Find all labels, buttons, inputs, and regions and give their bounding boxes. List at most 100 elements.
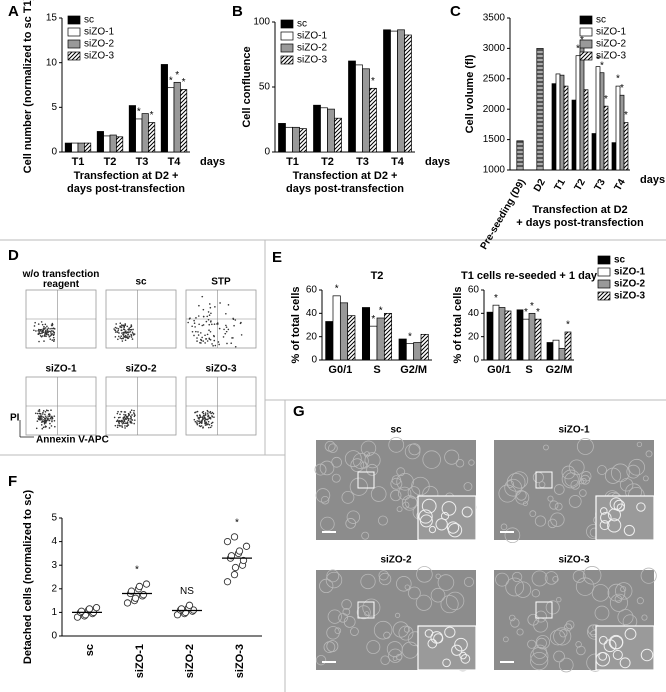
event-dot xyxy=(42,416,45,418)
event-dot xyxy=(53,415,56,417)
x-tick-label: D2 xyxy=(532,177,548,194)
texture xyxy=(510,471,529,489)
inset-texture xyxy=(419,514,433,528)
bar xyxy=(528,312,536,361)
event-dot xyxy=(124,323,127,325)
texture xyxy=(331,456,342,468)
texture xyxy=(642,475,649,482)
x-tick-label: T1 xyxy=(553,177,569,193)
event-dot xyxy=(48,330,50,333)
event-dot xyxy=(47,415,49,417)
texture xyxy=(403,626,411,633)
inset-texture xyxy=(612,649,623,660)
x-axis-title: + days post-transfection xyxy=(516,217,644,229)
inset-texture xyxy=(428,525,437,534)
bar xyxy=(599,72,605,171)
event-dot xyxy=(128,335,131,338)
event-dot xyxy=(122,328,125,331)
event-dot xyxy=(45,409,48,412)
significance: * xyxy=(175,70,179,81)
texture xyxy=(315,655,327,666)
texture xyxy=(326,626,340,640)
event-dot xyxy=(211,343,213,345)
texture xyxy=(504,478,523,497)
inset-texture xyxy=(454,637,468,652)
significance: * xyxy=(371,314,375,325)
inset xyxy=(417,495,477,541)
event-dot xyxy=(212,412,215,415)
data-point xyxy=(139,591,148,599)
event-dot xyxy=(217,341,220,343)
event-dot xyxy=(199,332,202,334)
bar xyxy=(611,142,617,171)
event-dot xyxy=(207,311,210,313)
x-tick-label: G2/M xyxy=(400,364,427,376)
texture xyxy=(320,516,335,532)
significance: * xyxy=(137,107,141,118)
y-tick-label: 3 xyxy=(51,560,57,571)
x-tick-label: siZO-1 xyxy=(134,644,146,678)
event-dot xyxy=(126,336,128,338)
texture xyxy=(390,477,403,490)
event-dot xyxy=(202,340,205,342)
event-dot xyxy=(194,420,197,423)
event-dot xyxy=(45,416,47,419)
legend-swatch xyxy=(579,27,593,37)
texture xyxy=(407,586,421,600)
texture xyxy=(504,527,521,544)
x-tick-label: T2 xyxy=(321,156,334,168)
x-tick-label: T4 xyxy=(613,177,629,193)
texture xyxy=(543,444,549,451)
image-label: siZO-2 xyxy=(380,555,412,566)
data-point xyxy=(242,542,251,550)
legend-swatch xyxy=(597,267,611,277)
event-dot xyxy=(202,412,205,415)
event-dot xyxy=(130,328,133,331)
event-dot xyxy=(207,318,210,321)
bar xyxy=(615,85,621,171)
event-dot xyxy=(118,424,121,427)
event-dot xyxy=(123,335,126,338)
event-dot xyxy=(202,324,205,326)
event-dot xyxy=(211,323,213,326)
event-dot xyxy=(129,330,132,333)
event-dot xyxy=(37,410,40,412)
texture xyxy=(575,641,582,648)
y-axis-title: Cell number (normalized to sc T1) xyxy=(22,0,34,173)
bar xyxy=(492,304,500,361)
bar xyxy=(278,123,286,153)
event-dot xyxy=(195,317,197,319)
x-tick-label: T1 xyxy=(72,156,85,168)
bar xyxy=(332,295,341,361)
event-dot xyxy=(130,333,132,336)
event-dot xyxy=(114,331,117,333)
data-point xyxy=(227,552,236,560)
texture xyxy=(508,614,516,622)
texture xyxy=(326,569,340,583)
bar xyxy=(84,142,92,153)
legend-swatch xyxy=(67,39,81,49)
bar xyxy=(320,107,328,153)
legend-swatch xyxy=(67,15,81,25)
event-dot xyxy=(130,417,133,419)
event-dot xyxy=(41,415,43,418)
bar xyxy=(128,105,136,153)
event-dot xyxy=(124,324,127,326)
significance: * xyxy=(150,110,154,121)
event-dot xyxy=(50,425,53,427)
event-dot xyxy=(234,345,237,348)
event-dot xyxy=(51,339,54,341)
event-dot xyxy=(121,420,124,422)
texture xyxy=(445,591,465,611)
texture xyxy=(506,480,515,488)
event-dot xyxy=(207,418,209,420)
event-dot xyxy=(120,337,123,340)
texture xyxy=(396,506,403,513)
event-dot xyxy=(197,334,200,336)
event-dot xyxy=(52,336,55,339)
texture xyxy=(576,438,594,455)
y-tick-label: 3000 xyxy=(483,43,506,54)
event-dot xyxy=(130,409,133,411)
event-dot xyxy=(51,420,53,423)
x-tick-label: siZO-2 xyxy=(184,644,196,678)
